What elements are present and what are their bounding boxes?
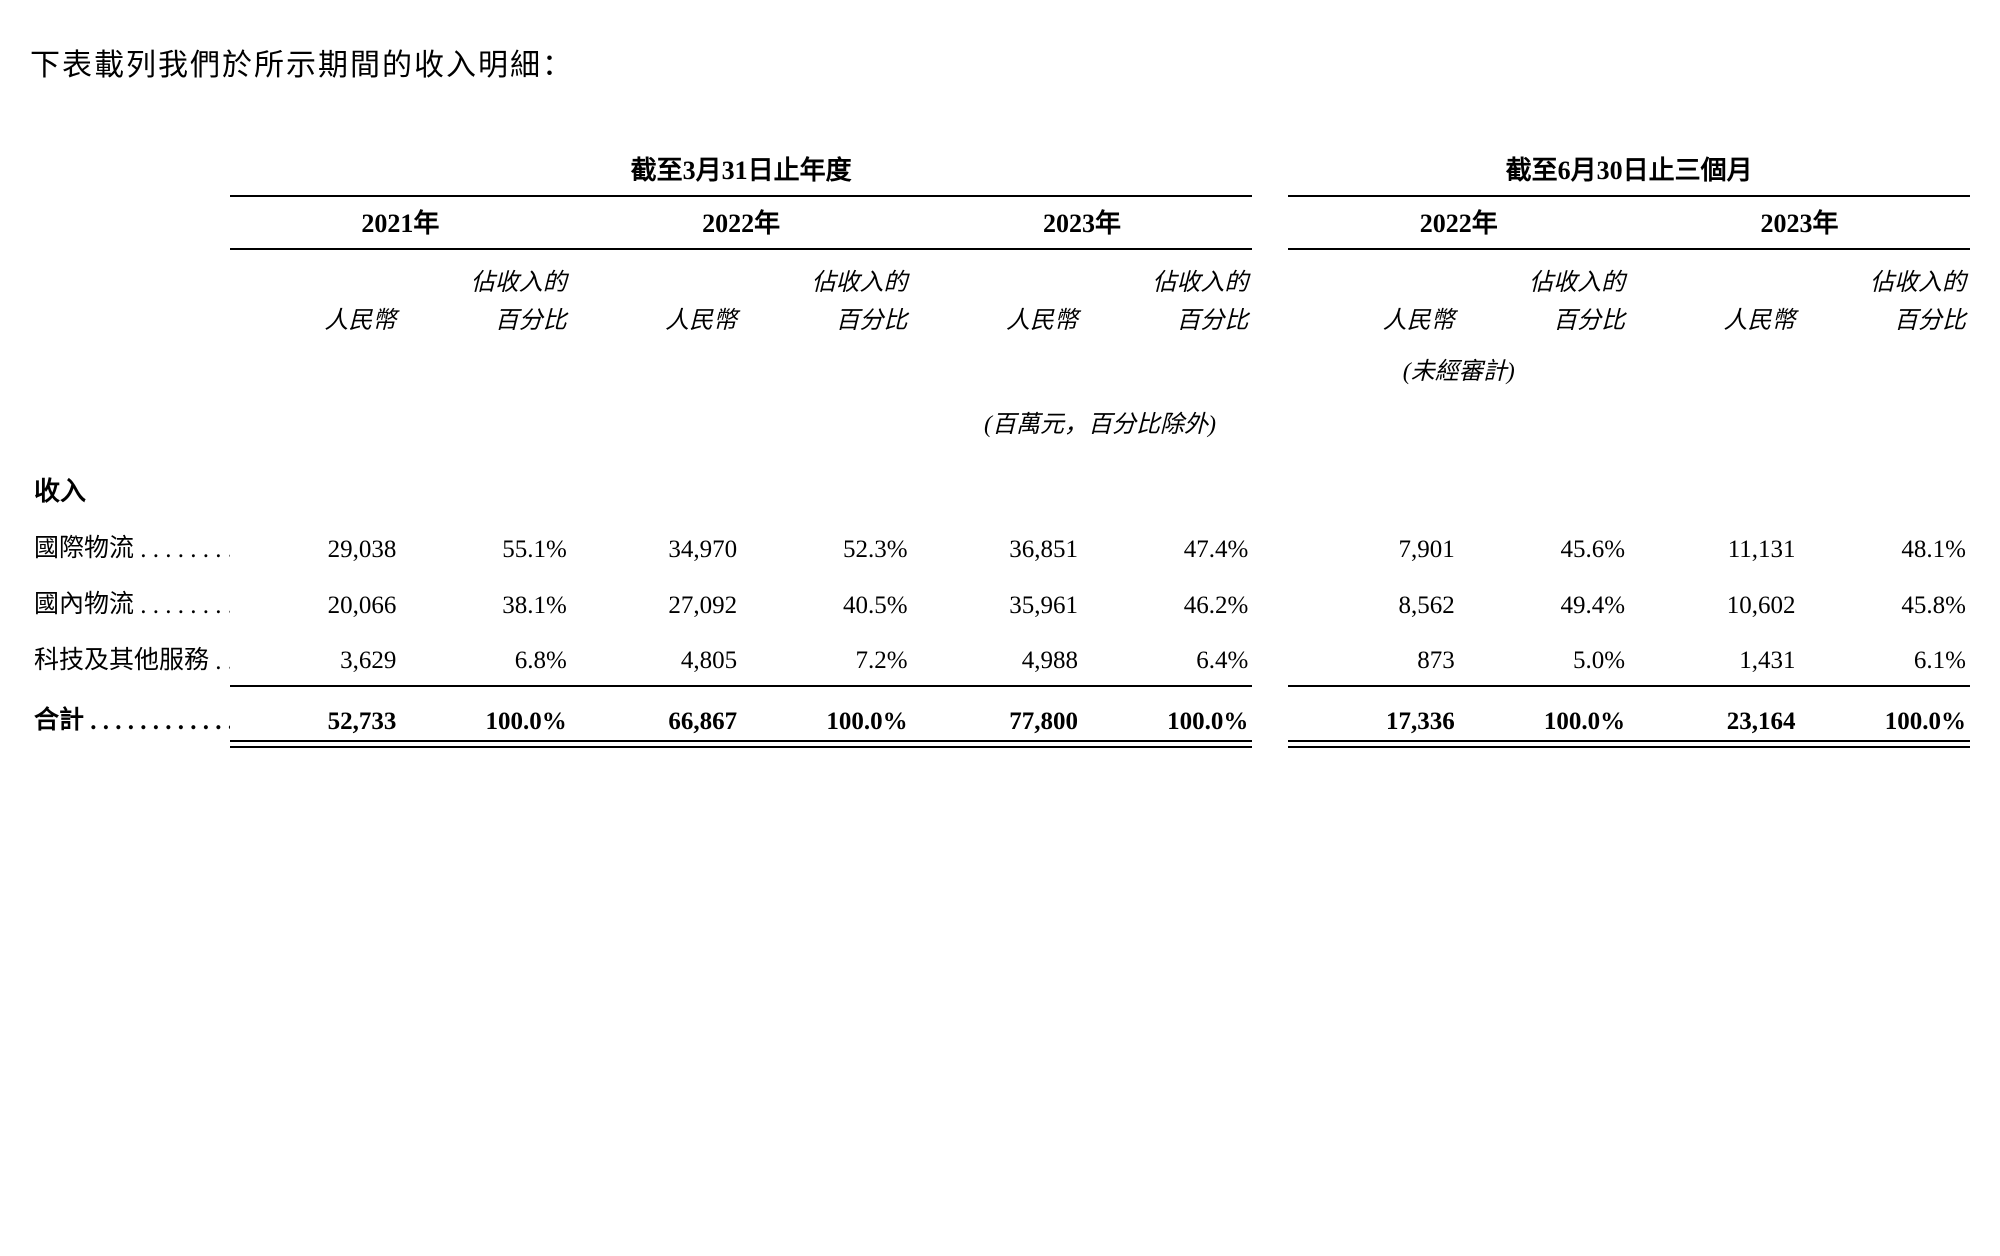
cell: 49.4%: [1459, 574, 1629, 630]
table-row: 國內物流 . . . . . . . . . 20,066 38.1% 27,0…: [30, 574, 1970, 630]
cell: 1,431: [1629, 630, 1799, 686]
row-label-intl: 國際物流 . . . . . . . . .: [30, 518, 230, 574]
cell: 36,851: [912, 518, 1082, 574]
unit-note: (百萬元，百分比除外): [230, 392, 1970, 463]
year-header-q2023: 2023年: [1629, 196, 1970, 249]
row-label-domestic: 國內物流 . . . . . . . . .: [30, 574, 230, 630]
subhdr-rmb: 人民幣: [912, 249, 1082, 347]
subhdr-rmb: 人民幣: [571, 249, 741, 347]
subhdr-pct: 佔收入的百分比: [1800, 249, 1970, 347]
cell-total: 17,336: [1288, 686, 1458, 742]
cell: 48.1%: [1800, 518, 1970, 574]
cell: 46.2%: [1082, 574, 1252, 630]
cell: 6.1%: [1800, 630, 1970, 686]
subhdr-pct: 佔收入的百分比: [400, 249, 570, 347]
cell: 8,562: [1288, 574, 1458, 630]
subhdr-rmb: 人民幣: [230, 249, 400, 347]
cell-total: 100.0%: [1082, 686, 1252, 742]
cell: 7,901: [1288, 518, 1458, 574]
cell: 4,805: [571, 630, 741, 686]
year-header-2021: 2021年: [230, 196, 571, 249]
subhdr-pct: 佔收入的百分比: [1459, 249, 1629, 347]
unit-note-row: (百萬元，百分比除外): [30, 392, 1970, 463]
cell: 34,970: [571, 518, 741, 574]
cell-total: 66,867: [571, 686, 741, 742]
cell-total: 52,733: [230, 686, 400, 742]
revenue-breakdown-table: 截至3月31日止年度 截至6月30日止三個月 2021年 2022年 2023年…: [30, 144, 1970, 742]
unaudited-row: (未經審計): [30, 347, 1970, 392]
subhdr-pct: 佔收入的百分比: [1082, 249, 1252, 347]
cell-total: 77,800: [912, 686, 1082, 742]
cell: 7.2%: [741, 630, 911, 686]
cell: 45.6%: [1459, 518, 1629, 574]
cell: 38.1%: [400, 574, 570, 630]
cell: 10,602: [1629, 574, 1799, 630]
cell: 5.0%: [1459, 630, 1629, 686]
cell: 4,988: [912, 630, 1082, 686]
cell-total: 100.0%: [741, 686, 911, 742]
cell: 3,629: [230, 630, 400, 686]
subhdr-rmb: 人民幣: [1288, 249, 1458, 347]
year-header-q2022: 2022年: [1288, 196, 1629, 249]
year-header-2022: 2022年: [571, 196, 912, 249]
cell: 20,066: [230, 574, 400, 630]
cell: 6.8%: [400, 630, 570, 686]
unaudited-note: (未經審計): [1288, 347, 1629, 392]
sub-header-row: 人民幣 佔收入的百分比 人民幣 佔收入的百分比 人民幣 佔收入的百分比 人民幣 …: [30, 249, 1970, 347]
cell: 873: [1288, 630, 1458, 686]
cell-total: 23,164: [1629, 686, 1799, 742]
intro-text: 下表載列我們於所示期間的收入明細：: [30, 40, 1970, 84]
cell: 35,961: [912, 574, 1082, 630]
cell: 45.8%: [1800, 574, 1970, 630]
cell-total: 100.0%: [1459, 686, 1629, 742]
section-label: 收入: [30, 463, 230, 518]
section-header-row: 收入: [30, 463, 1970, 518]
year-header-row: 2021年 2022年 2023年 2022年 2023年: [30, 196, 1970, 249]
cell-total: 100.0%: [1800, 686, 1970, 742]
cell: 40.5%: [741, 574, 911, 630]
table-row: 科技及其他服務 . . . . 3,629 6.8% 4,805 7.2% 4,…: [30, 630, 1970, 686]
group-header-row: 截至3月31日止年度 截至6月30日止三個月: [30, 144, 1970, 196]
group-header-annual: 截至3月31日止年度: [230, 144, 1252, 196]
subhdr-pct: 佔收入的百分比: [741, 249, 911, 347]
total-row: 合計 . . . . . . . . . . . . . 52,733 100.…: [30, 686, 1970, 742]
group-header-quarterly: 截至6月30日止三個月: [1288, 144, 1970, 196]
cell: 29,038: [230, 518, 400, 574]
row-label-tech: 科技及其他服務 . . . .: [30, 630, 230, 686]
cell: 55.1%: [400, 518, 570, 574]
subhdr-rmb: 人民幣: [1629, 249, 1799, 347]
cell: 47.4%: [1082, 518, 1252, 574]
row-label-total: 合計 . . . . . . . . . . . . .: [30, 686, 230, 742]
cell: 27,092: [571, 574, 741, 630]
cell-total: 100.0%: [400, 686, 570, 742]
cell: 6.4%: [1082, 630, 1252, 686]
table-row: 國際物流 . . . . . . . . . 29,038 55.1% 34,9…: [30, 518, 1970, 574]
cell: 52.3%: [741, 518, 911, 574]
year-header-2023: 2023年: [912, 196, 1253, 249]
cell: 11,131: [1629, 518, 1799, 574]
